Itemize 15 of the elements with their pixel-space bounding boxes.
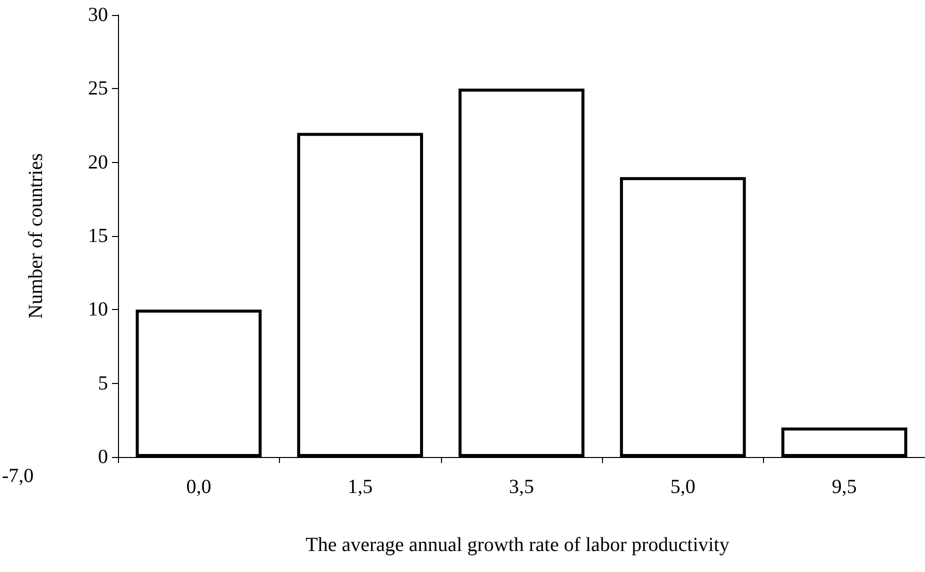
x-tick-label: 3,5 (509, 476, 534, 498)
x-axis-title: The average annual growth rate of labor productivity (306, 534, 730, 556)
text: -7,0 (2, 465, 34, 487)
y-tick-label: 0 (98, 446, 108, 468)
y-tick-label: 15 (88, 225, 108, 247)
x-tick-label: 9,5 (832, 476, 857, 498)
y-tick-label: 25 (88, 78, 108, 100)
x-tick-label: 5,0 (670, 476, 696, 498)
y-axis-title: Number of countries (25, 153, 47, 319)
y-tick-label: 5 (98, 372, 108, 394)
y-tick-label: 30 (88, 4, 108, 26)
y-tick-label: 20 (88, 151, 108, 174)
x-tick-label: 1,5 (348, 476, 373, 498)
y-tick-label: 10 (88, 298, 108, 321)
x-tick-label: 0,0 (186, 476, 212, 498)
